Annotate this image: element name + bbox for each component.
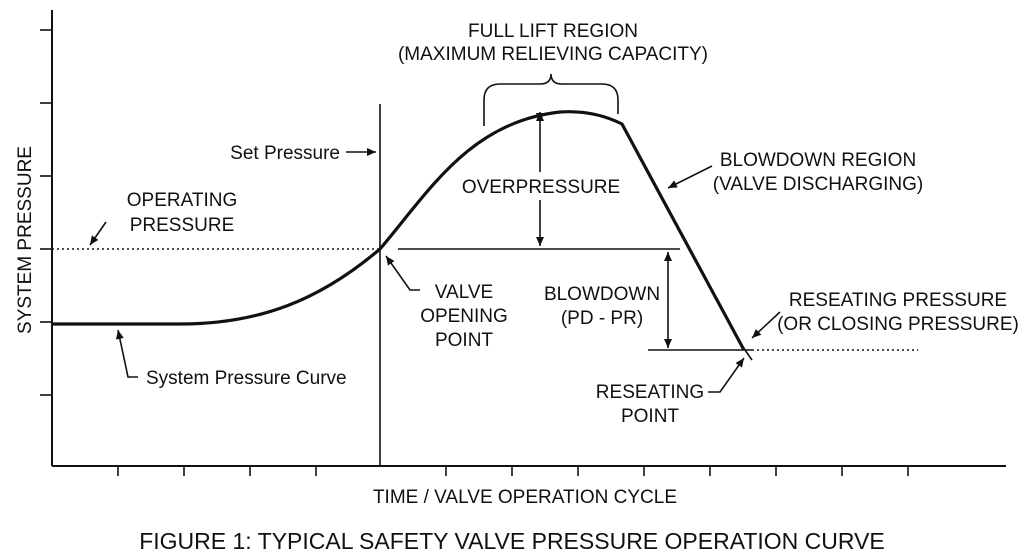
full-lift-bracket — [483, 73, 619, 126]
overpressure-label: OVERPRESSURE — [462, 177, 620, 198]
valve-opening-label-3: POINT — [435, 330, 493, 351]
set-pressure-label: Set Pressure — [230, 143, 340, 164]
system-curve-label: System Pressure Curve — [146, 368, 347, 389]
blowdown-label-1: BLOWDOWN — [544, 284, 660, 305]
y-axis-label: SYSTEM PRESSURE — [15, 146, 36, 334]
operating-pressure-label-1: OPERATING — [127, 190, 238, 211]
reseating-point-label-2: POINT — [621, 406, 679, 427]
blowdown-region-pointer — [667, 165, 713, 189]
system-pressure-curve — [52, 110, 746, 351]
blowdown-label-2: (PD - PR) — [561, 308, 643, 329]
x-axis-label: TIME / VALVE OPERATION CYCLE — [373, 487, 677, 508]
blowdown-region-label-1: BLOWDOWN REGION — [720, 150, 916, 171]
reseating-point-mark — [737, 339, 753, 361]
full-lift-label-2: (MAXIMUM RELIEVING CAPACITY) — [398, 44, 708, 65]
reseating-pressure-label-1: RESEATING PRESSURE — [789, 290, 1007, 311]
x-ticks — [117, 466, 909, 476]
blowdown-region-label-2: (VALVE DISCHARGING) — [713, 174, 923, 195]
valve-opening-label-2: OPENING — [420, 306, 508, 327]
reseating-pressure-label-2: (OR CLOSING PRESSURE) — [777, 314, 1019, 335]
valve-opening-label-1: VALVE — [435, 282, 493, 303]
reseating-pressure-pointer — [751, 311, 781, 339]
reseating-point-pointer — [708, 357, 745, 393]
operating-pressure-pointer — [89, 221, 107, 246]
full-lift-label-1: FULL LIFT REGION — [468, 21, 638, 42]
system-curve-pointer — [115, 329, 138, 378]
reseating-point-label-1: RESEATING — [596, 382, 704, 403]
y-ticks — [40, 29, 52, 396]
operating-pressure-label-2: PRESSURE — [130, 215, 235, 236]
valve-opening-pointer — [385, 255, 420, 291]
figure-caption: FIGURE 1: TYPICAL SAFETY VALVE PRESSURE … — [139, 528, 885, 554]
